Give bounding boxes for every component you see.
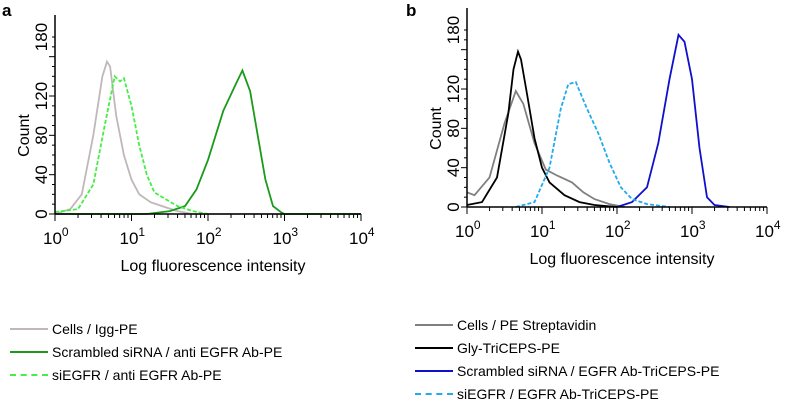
x-tick-exponent: 1 [138,225,145,239]
x-tick-label: 104 [349,225,375,248]
y-tick-label: 80 [32,126,51,145]
x-axis-label: Log fluorescence intensity [530,251,715,268]
x-tick-exponent: 3 [291,225,298,239]
x-tick-label: 103 [273,225,299,248]
legend-label: siEGFR / EGFR Ab-TriCEPS-PE [457,385,659,402]
y-tick-label: 40 [444,158,463,177]
legend-label: Cells / PE Streptavidin [457,316,597,333]
legend-item: Gly-TriCEPS-PE [415,336,719,359]
x-tick-label: 100 [43,225,69,248]
legend-swatch [10,327,48,330]
series-line-0 [466,88,625,208]
x-tick-exponent: 2 [215,225,222,239]
series-line-2 [616,32,730,208]
x-tick-label: 102 [605,218,631,241]
series-line-1 [55,68,361,215]
legend-b: Cells / PE Streptavidin Gly-TriCEPS-PE Scr… [415,313,719,405]
x-tick-exponent: 4 [368,225,375,239]
legend-label: Gly-TriCEPS-PE [457,339,560,356]
legend-swatch [415,346,453,349]
y-tick-label: 180 [32,23,51,51]
y-tick-label: 180 [444,16,463,44]
y-tick-label: 0 [32,209,51,218]
legend-item: siEGFR / EGFR Ab-TriCEPS-PE [415,382,719,405]
panel-label: b [406,1,416,20]
legend-item: Cells / PE Streptavidin [415,313,719,336]
legend-item: siEGFR / anti EGFR Ab-PE [10,363,282,386]
series-line-1 [466,48,618,208]
y-tick-label: 120 [444,75,463,103]
x-tick-label: 101 [120,225,146,248]
y-axis-label: Count [428,107,445,150]
legend-swatch [415,323,453,326]
y-tick-label: 40 [32,165,51,184]
legend-label: Cells / Igg-PE [52,320,138,337]
legend-swatch [415,369,453,372]
legend-swatch [415,392,453,395]
legend-item: Scrambled siRNA / anti EGFR Ab-PE [10,340,282,363]
x-tick-label: 101 [530,218,556,241]
series-line-0 [54,59,361,215]
series-line-2 [54,74,209,215]
y-tick-label: 80 [444,119,463,138]
legend-a: Cells / Igg-PE Scrambled siRNA / anti EGF… [10,317,282,386]
x-tick-exponent: 2 [624,218,631,232]
y-tick-label: 0 [444,202,463,211]
y-axis-label: Count [16,114,33,157]
legend-label: siEGFR / anti EGFR Ab-PE [52,366,222,383]
panel-label: a [2,1,12,20]
x-tick-exponent: 0 [62,225,69,239]
legend-swatch [10,373,48,376]
series-line-3 [515,81,670,208]
x-tick-label: 103 [680,218,706,241]
x-tick-label: 100 [455,218,481,241]
legend-swatch [10,350,48,353]
x-axis-label: Log fluorescence intensity [121,258,306,275]
legend-label: Scrambled siRNA / EGFR Ab-TriCEPS-PE [457,362,720,379]
x-tick-exponent: 3 [699,218,706,232]
x-tick-label: 104 [755,218,781,241]
x-tick-exponent: 0 [474,218,481,232]
x-tick-label: 102 [196,225,222,248]
legend-label: Scrambled siRNA / anti EGFR Ab-PE [52,343,283,360]
x-tick-exponent: 1 [549,218,556,232]
y-tick-label: 120 [32,82,51,110]
legend-item: Cells / Igg-PE [10,317,282,340]
x-tick-exponent: 4 [774,218,781,232]
legend-item: Scrambled siRNA / EGFR Ab-TriCEPS-PE [415,359,719,382]
